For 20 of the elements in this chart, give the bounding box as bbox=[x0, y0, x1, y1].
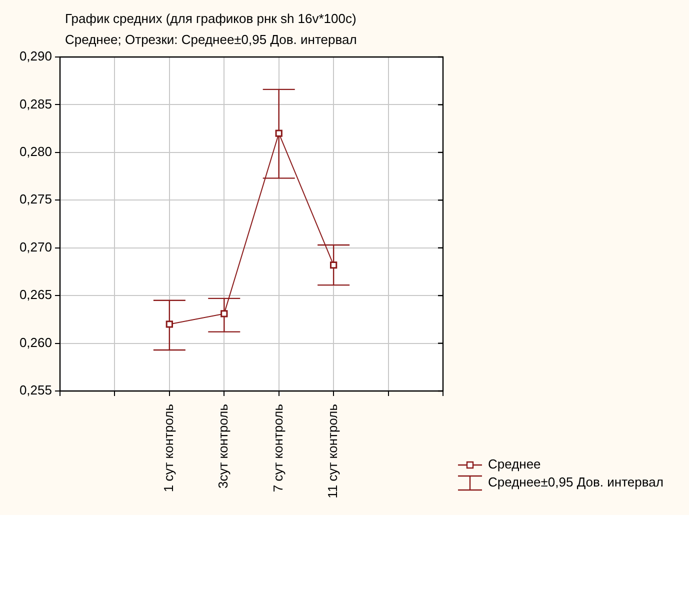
x-tick-label: 1 сут контроль bbox=[161, 404, 176, 492]
chart-title: График средних (для графиков рнк sh 16v*100c) bbox=[65, 11, 356, 26]
point bbox=[220, 310, 228, 318]
text: Среднее±0,95 Дов. интервал bbox=[488, 474, 664, 490]
chart-subtitle: Среднее; Отрезки: Среднее±0,95 Дов. интервал bbox=[65, 32, 357, 47]
y-tick-label: 0,270 bbox=[19, 239, 52, 254]
y-tick-label: 0,275 bbox=[19, 192, 52, 207]
x-tick-label: 3сут контроль bbox=[216, 404, 231, 489]
x-tick-label: 11 сут контроль bbox=[325, 404, 340, 498]
y-tick-label: 0,290 bbox=[19, 48, 52, 64]
y-tick-label: 0,280 bbox=[19, 144, 52, 160]
y-tick-label: 0,260 bbox=[19, 334, 52, 350]
y-tick-label: 0,285 bbox=[19, 96, 52, 112]
point bbox=[330, 261, 338, 269]
x-tick-label: 7 сут контроль bbox=[270, 404, 286, 492]
y-tick-label: 0,265 bbox=[19, 287, 52, 302]
legend-label: Среднее bbox=[488, 456, 541, 472]
point bbox=[275, 130, 282, 137]
y-tick-label: 0,255 bbox=[19, 382, 52, 398]
point bbox=[166, 320, 174, 328]
